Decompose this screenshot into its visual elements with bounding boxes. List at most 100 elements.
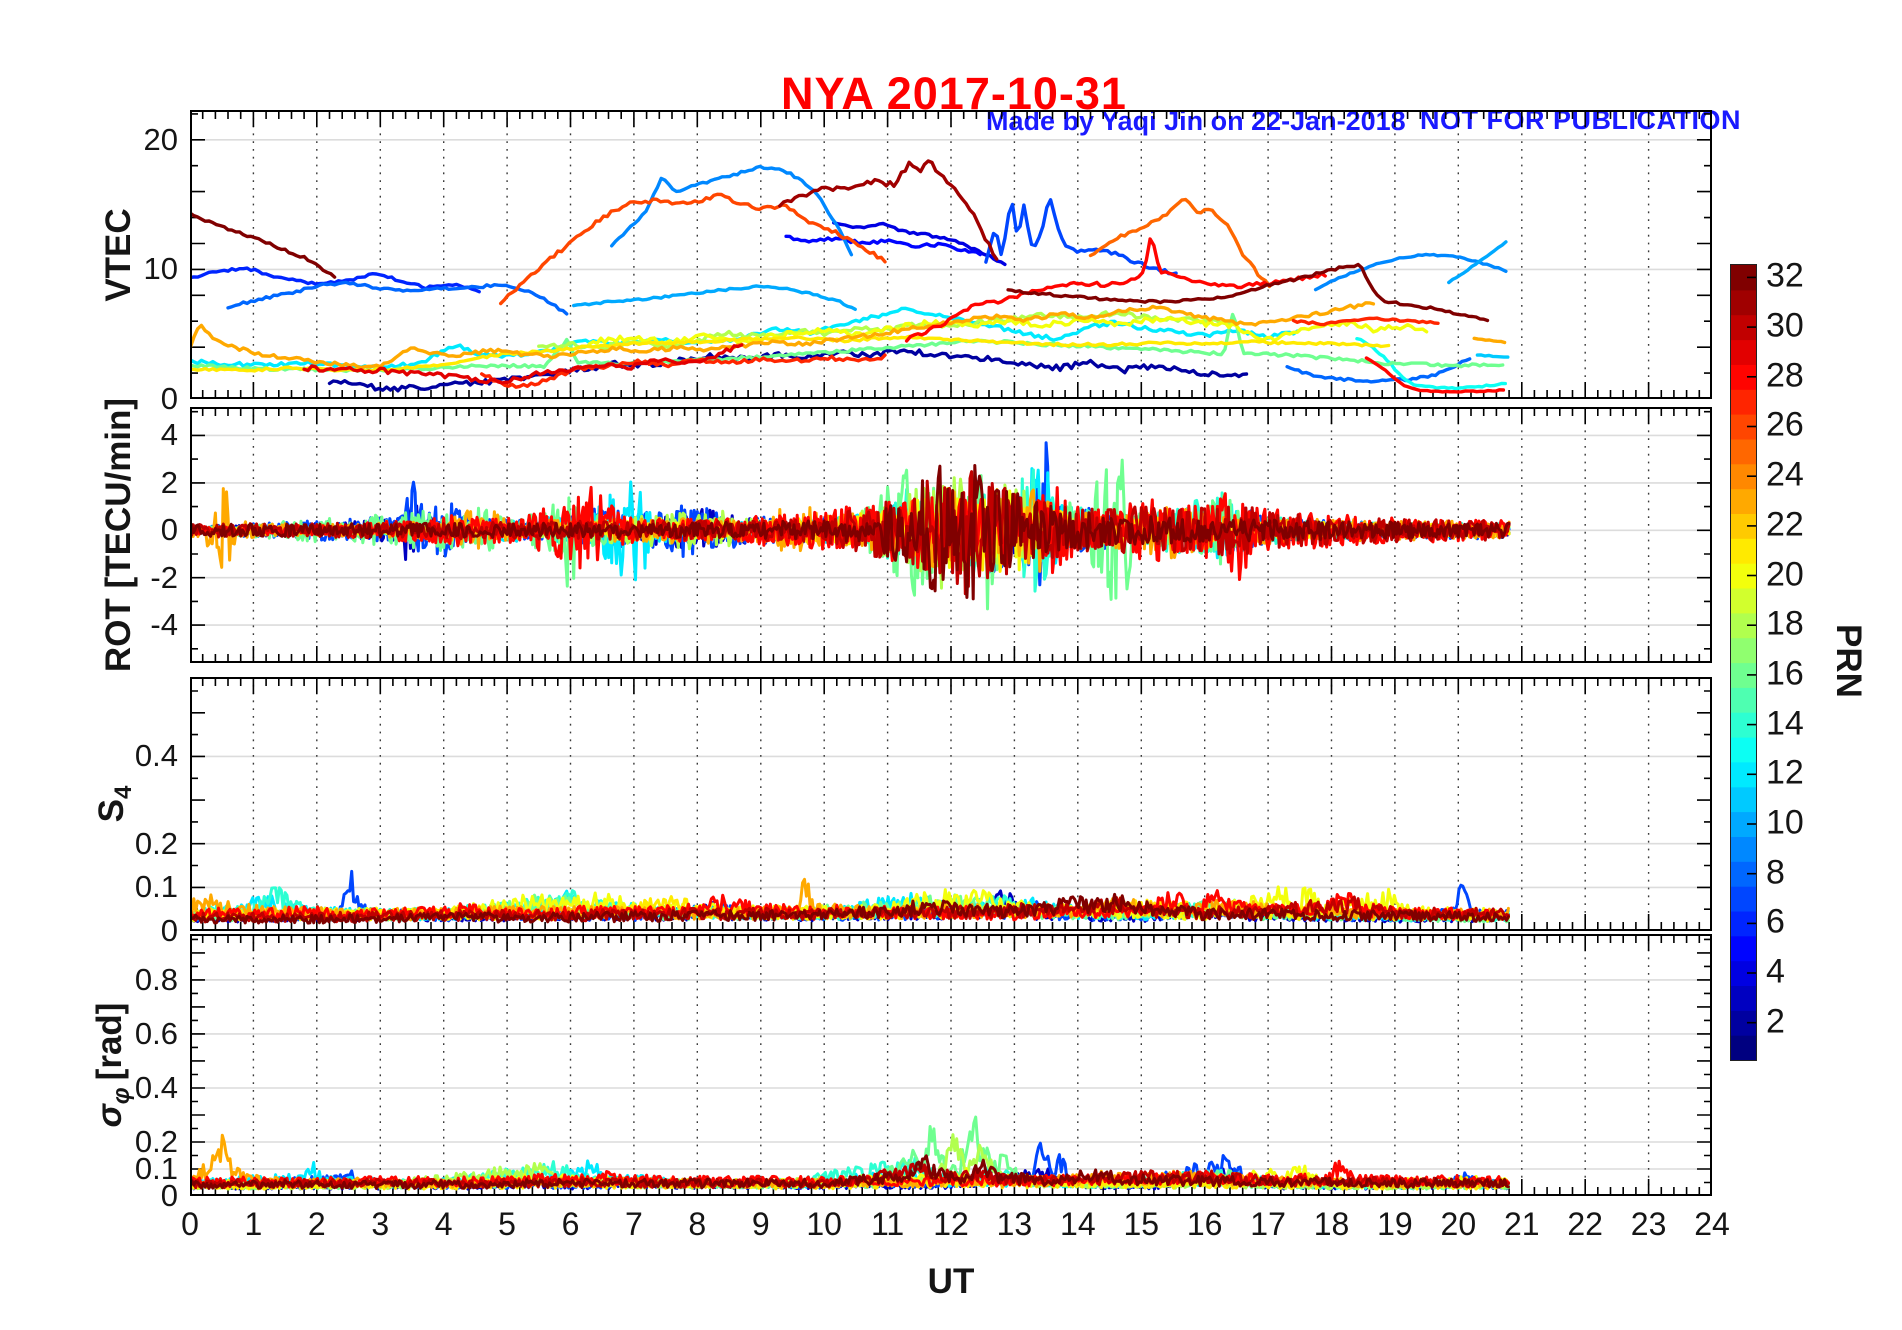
- s4-series-group: [190, 869, 1510, 925]
- x-tick-label: 6: [561, 1206, 580, 1242]
- x-axis-label: UT: [927, 1262, 975, 1301]
- x-tick-label: 3: [371, 1206, 390, 1242]
- colorbar-band: [1731, 935, 1756, 962]
- sigma_phi-ytick-label: 0: [160, 1178, 178, 1213]
- phi-subscript: φ: [108, 1087, 135, 1105]
- colorbar-band: [1731, 289, 1756, 316]
- x-tick-label: 21: [1503, 1206, 1540, 1242]
- x-tick-label: 8: [688, 1206, 707, 1242]
- series-prn-28: [1364, 356, 1506, 394]
- series-prn-28: [904, 237, 1327, 343]
- series-prn-32: [190, 1154, 1510, 1190]
- x-tick-label: 1: [244, 1206, 263, 1242]
- sigma_phi-ytick-label: 0.2: [134, 1123, 178, 1159]
- x-tick-label: 9: [751, 1206, 770, 1242]
- colorbar-band: [1731, 687, 1756, 713]
- x-tick-label: 16: [1186, 1206, 1223, 1242]
- sigma-phi-axis-label: σφ [rad]: [90, 1003, 136, 1128]
- series-prn-11: [1475, 353, 1510, 359]
- s4-ytick-label: 0: [160, 913, 178, 948]
- axis-ticks: [190, 110, 1712, 399]
- vtec-plot-area: [190, 110, 1712, 399]
- s4-axis-label: S4: [92, 786, 138, 823]
- colorbar-label: PRN: [1829, 624, 1868, 698]
- colorbar-band: [1731, 737, 1756, 763]
- sigma_phi-ytick-label: 0.4: [134, 1069, 178, 1105]
- rot-ytick-label: -2: [150, 559, 178, 595]
- s4-plot-area: [190, 677, 1712, 931]
- x-tick-label: 14: [1060, 1206, 1096, 1242]
- colorbar-band: [1731, 886, 1756, 912]
- colorbar-tick-label: 24: [1766, 455, 1804, 494]
- s4-label-main: S: [92, 799, 131, 823]
- series-prn-31: [778, 159, 999, 261]
- colorbar-band: [1731, 488, 1756, 514]
- vtec-series-group: [190, 159, 1510, 394]
- sigma-unit: [rad]: [90, 1002, 129, 1081]
- colorbar-tick-label: 26: [1766, 405, 1804, 444]
- x-tick-label: 17: [1250, 1206, 1286, 1242]
- x-tick-label: 22: [1567, 1206, 1603, 1242]
- series-prn-26: [499, 192, 887, 306]
- x-tick-label: 23: [1630, 1206, 1667, 1242]
- s4-ytick-label: 0.1: [134, 869, 178, 905]
- sigma-symbol: σ: [90, 1104, 129, 1128]
- panel-border: [190, 110, 1712, 399]
- series-prn-32: [190, 211, 337, 279]
- x-tick-label: 5: [498, 1206, 516, 1242]
- colorbar-tick-label: 22: [1766, 505, 1804, 544]
- s4-ytick-label: 0.2: [134, 825, 178, 861]
- series-prn-32: [190, 464, 1511, 601]
- s4-panel: [190, 677, 1712, 931]
- panel-border: [190, 407, 1712, 663]
- series-prn-27: [480, 353, 887, 389]
- series-prn-8: [226, 280, 569, 316]
- rot-series-group: [190, 441, 1511, 611]
- series-prn-9: [1313, 252, 1508, 292]
- colorbar-gradient: [1731, 265, 1756, 1060]
- vtec-ytick-label: 20: [143, 121, 178, 157]
- x-tick-label: 10: [806, 1206, 842, 1242]
- panel-border: [190, 677, 1712, 931]
- series-prn-10: [572, 284, 857, 311]
- sigma_phi-ytick-label: 0.6: [134, 1015, 178, 1051]
- rot-ytick-label: 0: [160, 512, 178, 548]
- sigma_phi-ytick-label: 0.1: [134, 1150, 178, 1186]
- series-prn-32: [190, 892, 1510, 925]
- x-tick-label: 13: [996, 1206, 1033, 1242]
- x-tick-label: 20: [1440, 1206, 1477, 1242]
- axis-ticks: [190, 407, 1712, 663]
- sigma-phi-panel: [190, 934, 1712, 1196]
- colorbar-tick-label: 28: [1766, 356, 1804, 395]
- colorbar-tick-label: 4: [1766, 952, 1785, 991]
- series-prn-8: [1285, 357, 1472, 384]
- colorbar-band: [1731, 1035, 1756, 1060]
- colorbar-tick-label: 8: [1766, 853, 1785, 892]
- series-prn-13: [1355, 337, 1507, 391]
- series-prn-23: [1472, 336, 1507, 345]
- colorbar-tick-label: 2: [1766, 1002, 1785, 1041]
- panel-border: [190, 934, 1712, 1196]
- colorbar-band: [1731, 339, 1756, 365]
- colorbar-band: [1731, 438, 1756, 465]
- rot-panel: [190, 407, 1712, 663]
- colorbar-tick-label: 20: [1766, 555, 1804, 594]
- x-tick-label: 2: [307, 1206, 326, 1242]
- series-prn-29: [302, 343, 744, 385]
- colorbar-band: [1731, 786, 1756, 813]
- rot-ytick-label: 4: [160, 417, 178, 453]
- colorbar-tick-label: 12: [1766, 753, 1804, 792]
- series-prn-10: [1447, 240, 1508, 285]
- rot-ytick-label: -4: [150, 607, 178, 643]
- series-prn-23: [190, 301, 1376, 370]
- x-tick-label: 12: [933, 1206, 969, 1242]
- s4-ytick-label: 0.4: [134, 738, 178, 774]
- colorbar-tick-label: 10: [1766, 803, 1804, 842]
- colorbar-band: [1731, 836, 1756, 862]
- vtec-axis-label: VTEC: [99, 208, 138, 302]
- colorbar-tick-label: 14: [1766, 704, 1804, 743]
- x-tick-label: 19: [1377, 1206, 1413, 1242]
- sigma_phi-plot-area: [190, 934, 1712, 1196]
- vtec-panel: [190, 110, 1712, 399]
- x-tick-label: 7: [625, 1206, 643, 1242]
